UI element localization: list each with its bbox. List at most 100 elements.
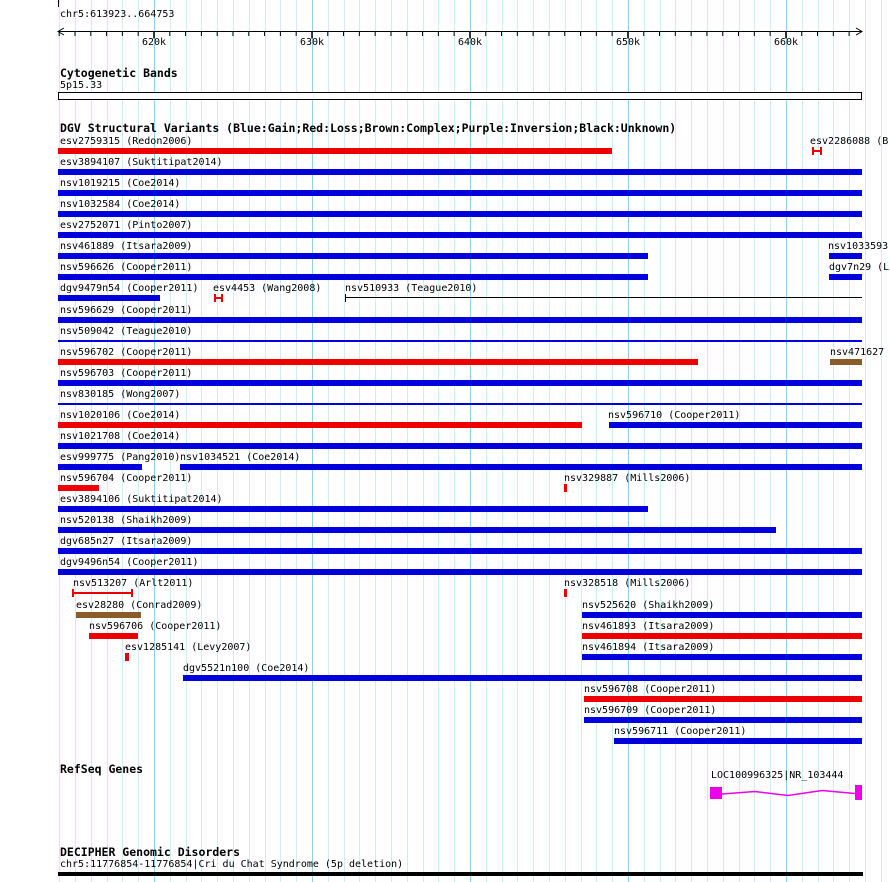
variant-label: nsv520138 (Shaikh2009) [60, 515, 193, 527]
variant-ibeam-cap [131, 589, 133, 598]
variant-thin-bar[interactable] [58, 339, 862, 342]
variant-label: nsv513207 (Arlt2011) [73, 578, 194, 590]
gridline-minor [90, 0, 92, 882]
variant-label: nsv461889 (Itsara2009) [60, 241, 193, 253]
variant-label: nsv509042 (Teague2010) [60, 325, 193, 337]
variant-label: nsv329887 (Mills2006) [564, 473, 691, 485]
gridline-minor [59, 0, 61, 882]
variant-bar[interactable] [58, 232, 862, 239]
gene-exon[interactable] [855, 785, 862, 800]
variant-bar[interactable] [830, 358, 862, 365]
variant-bar[interactable] [58, 464, 142, 471]
gridline-minor [501, 0, 503, 882]
variant-bar[interactable] [183, 674, 862, 681]
gridline-minor [675, 0, 677, 882]
variant-bar[interactable] [58, 527, 776, 534]
variant-bar[interactable] [582, 611, 862, 618]
decipher-variant-bar[interactable] [58, 872, 863, 876]
variant-ibeam[interactable] [214, 297, 223, 300]
variant-bar[interactable] [58, 169, 862, 176]
variant-bar[interactable] [58, 274, 648, 281]
gridline-minor [517, 0, 519, 882]
gridline-minor [390, 0, 392, 882]
variant-bar[interactable] [582, 632, 862, 639]
variant-label: esv2286088 (B [810, 136, 889, 147]
variant-bar[interactable] [584, 695, 862, 702]
variant-bar[interactable] [58, 211, 862, 218]
gene-exon[interactable] [710, 787, 722, 799]
variant-label: nsv596709 (Cooper2011) [584, 704, 717, 716]
variant-bar[interactable] [58, 295, 160, 302]
variant-bar[interactable] [58, 506, 648, 513]
variant-bar[interactable] [58, 485, 99, 492]
variant-label: dgv9479n54 (Cooper2011) [60, 283, 199, 295]
variant-line[interactable] [345, 297, 862, 299]
variant-bar[interactable] [58, 358, 698, 365]
refseq-genes-header: RefSeq Genes [60, 762, 144, 776]
variant-bar[interactable] [58, 190, 862, 197]
axis-tick-label: 620k [141, 37, 167, 48]
variant-bar[interactable] [58, 148, 612, 154]
region-title: chr5:613923..664753 [60, 9, 175, 20]
gridline-minor [643, 0, 645, 882]
variant-label: dgv5521n100 (Coe2014) [183, 662, 310, 674]
cursor-tick [58, 0, 59, 7]
variant-bar[interactable] [829, 274, 862, 281]
variant-bar[interactable] [58, 569, 862, 576]
axis-tick-label: 630k [299, 37, 325, 48]
variant-bar[interactable] [609, 421, 862, 428]
variant-ibeam-cap [820, 147, 822, 155]
variant-ibeam[interactable] [72, 592, 133, 595]
variant-point-tick[interactable] [564, 589, 567, 598]
gridline-minor [438, 0, 440, 882]
gridline-minor [327, 0, 329, 882]
variant-bar[interactable] [58, 421, 582, 428]
variant-point-tick[interactable] [125, 652, 129, 661]
gridline-minor [706, 0, 708, 882]
variant-bar[interactable] [584, 716, 862, 723]
decipher-entry-label: chr5:11776854-11776854|Cri du Chat Syndr… [60, 859, 404, 870]
cytoband-label: 5p15.33 [60, 80, 103, 91]
gridline-minor [738, 0, 740, 882]
variant-label: nsv510933 (Teague2010) [345, 283, 478, 295]
variant-point-tick[interactable] [564, 484, 567, 493]
variant-label: nsv596703 (Cooper2011) [60, 367, 193, 379]
variant-bar[interactable] [89, 632, 138, 639]
variant-bar[interactable] [58, 316, 862, 323]
decipher-header: DECIPHER Genomic Disorders [60, 845, 241, 859]
gridline-minor [596, 0, 598, 882]
variant-bar[interactable] [180, 464, 862, 471]
gridline-minor [801, 0, 803, 882]
gridline-minor [564, 0, 566, 882]
variant-thin-bar[interactable] [58, 402, 862, 405]
variant-bar[interactable] [582, 653, 862, 660]
variant-ibeam[interactable] [812, 150, 822, 152]
coordinate-axis[interactable] [0, 0, 890, 50]
variant-bar[interactable] [58, 379, 862, 386]
cytogenetic-bands-header: Cytogenetic Bands [60, 66, 178, 80]
gridline-minor [138, 0, 140, 882]
variant-bar[interactable] [58, 442, 862, 449]
variant-bar[interactable] [58, 253, 648, 260]
variant-label: nsv830185 (Wong2007) [60, 388, 181, 400]
variant-bar[interactable] [614, 737, 862, 744]
variant-ibeam-cap [72, 589, 74, 598]
variant-label: nsv596629 (Cooper2011) [60, 304, 193, 316]
variant-bar[interactable] [76, 611, 141, 618]
variant-label: nsv1033593 [828, 241, 889, 253]
axis-tick-label: 660k [773, 37, 799, 48]
variant-label: nsv525620 (Shaikh2009) [582, 599, 715, 611]
variant-label: esv999775 (Pang2010) [60, 452, 181, 464]
gridline-minor [122, 0, 124, 882]
variant-label: nsv596711 (Cooper2011) [614, 725, 747, 737]
variant-bar[interactable] [829, 253, 862, 260]
gridline-major [628, 0, 629, 882]
gridline-minor [422, 0, 424, 882]
variant-bar[interactable] [58, 548, 862, 555]
gridline-minor [849, 0, 851, 882]
variant-label: nsv596626 (Cooper2011) [60, 262, 193, 274]
gridline-minor [106, 0, 108, 882]
cytoband-box[interactable] [58, 92, 862, 100]
